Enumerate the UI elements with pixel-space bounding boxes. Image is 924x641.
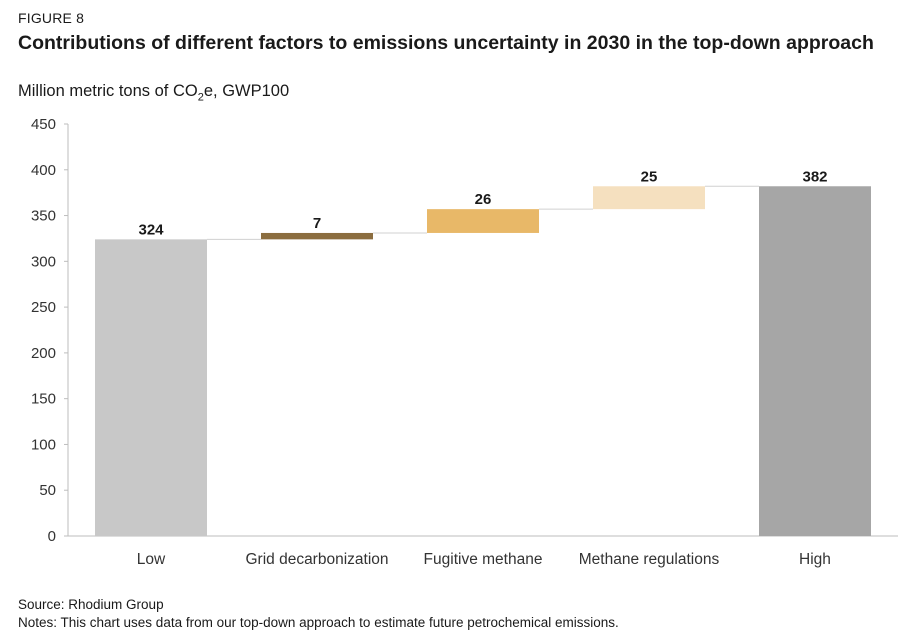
y-tick-label: 300 [31,253,56,270]
bar-grid-decarbonization [261,232,373,240]
data-label: 324 [138,221,164,238]
y-tick-label: 200 [31,345,56,362]
x-tick-label: Grid decarbonization [245,551,388,568]
y-tick-label: 400 [31,162,56,179]
subtitle-prefix: Million metric tons of CO [18,82,198,100]
y-tick-label: 450 [31,116,56,133]
x-tick-label: Low [137,551,166,568]
chart-title: Contributions of different factors to em… [18,32,874,54]
labels: 324 7 26 25 382 [138,168,827,238]
data-label: 26 [475,191,492,208]
bar-fugitive-methane [427,209,539,233]
data-label: 25 [641,168,658,185]
bar-high [759,186,871,536]
chart-subtitle: Million metric tons of CO2e, GWP100 [18,82,289,103]
y-tick-label: 150 [31,391,56,408]
x-tick-label: Methane regulations [579,551,720,568]
y-tick-label: 100 [31,436,56,453]
subtitle-subscript: 2 [197,91,204,104]
axes: 0 50 100 150 200 250 300 350 400 450 Low Grid decar… [31,116,898,568]
subtitle-suffix: e, GWP100 [203,82,290,100]
notes: Notes: This chart uses data from our top… [18,615,619,630]
x-tick-label: High [799,551,831,568]
x-tick-label: Fugitive methane [424,551,543,568]
bar-methane-regulations [593,186,705,210]
y-tick-label: 350 [31,208,56,225]
y-tick-label: 50 [39,482,56,499]
bars [95,186,871,537]
bar-low [95,239,207,537]
source-note: Source: Rhodium Group [18,597,164,612]
data-label: 382 [802,168,827,185]
y-tick-label: 250 [31,299,56,316]
y-tick-label: 0 [48,528,56,545]
data-label: 7 [313,215,321,232]
figure-label: FIGURE 8 [18,10,85,26]
connectors [207,185,759,240]
